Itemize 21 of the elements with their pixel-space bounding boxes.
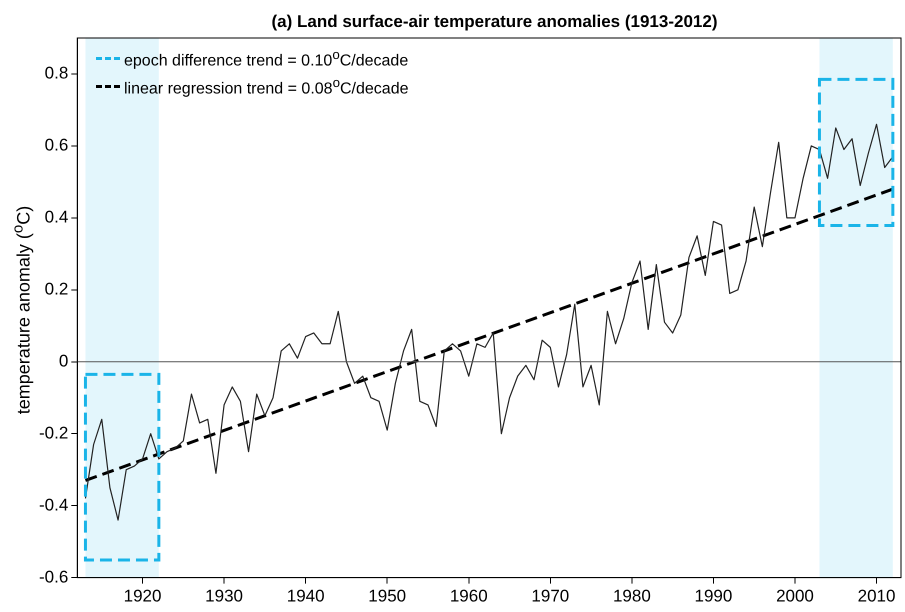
x-tick-label: 1950 [368,586,406,606]
y-tick-label: 0.4 [44,208,68,227]
y-tick-label: 0 [58,351,68,370]
band-label: epoch difference trend = 0.10$^{o}$C/decade [124,46,408,72]
y-tick-label: -0.4 [38,495,68,514]
x-tick-label: 1990 [694,586,732,606]
x-tick-label: 1980 [612,586,651,606]
y-tick-label: 0.2 [44,280,68,298]
x-tick-label: 1920 [124,586,162,606]
legend-label: linear regression trend = 0.08$^{o}$C/decade [124,74,408,100]
y-tick-label: 0.6 [44,136,68,155]
x-tick-label: 2000 [776,586,814,606]
x-tick-label: 1930 [205,586,244,606]
x-tick-label: 1940 [286,586,325,606]
x-tick-label: 2010 [858,586,896,606]
chart-title: (a) Land surface-air temperature anomalies (1913-2012) [270,12,718,32]
y-tick-label: 0.8 [44,64,68,83]
x-tick-label: 1960 [450,586,488,606]
y-tick-label: -0.2 [38,423,68,442]
x-tick-label: 1970 [531,586,570,606]
y-tick-label: -0.6 [38,567,68,586]
